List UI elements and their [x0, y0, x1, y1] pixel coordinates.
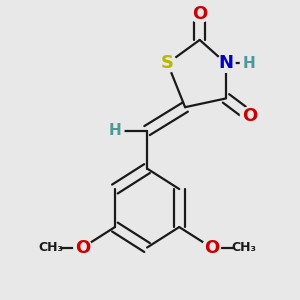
Text: O: O	[204, 238, 219, 256]
Circle shape	[240, 54, 258, 72]
Text: N: N	[218, 54, 233, 72]
Circle shape	[202, 238, 220, 256]
Circle shape	[106, 122, 124, 140]
Circle shape	[240, 107, 258, 125]
Text: CH₃: CH₃	[38, 241, 63, 254]
Text: H: H	[109, 123, 121, 138]
Circle shape	[217, 54, 235, 72]
Circle shape	[158, 54, 176, 72]
Circle shape	[74, 238, 92, 256]
Text: O: O	[192, 4, 207, 22]
Text: CH₃: CH₃	[231, 241, 256, 254]
Circle shape	[191, 4, 209, 22]
Text: S: S	[161, 54, 174, 72]
Text: H: H	[243, 56, 256, 71]
Text: O: O	[75, 238, 90, 256]
Circle shape	[235, 238, 253, 256]
Text: O: O	[242, 107, 257, 125]
Circle shape	[42, 238, 60, 256]
